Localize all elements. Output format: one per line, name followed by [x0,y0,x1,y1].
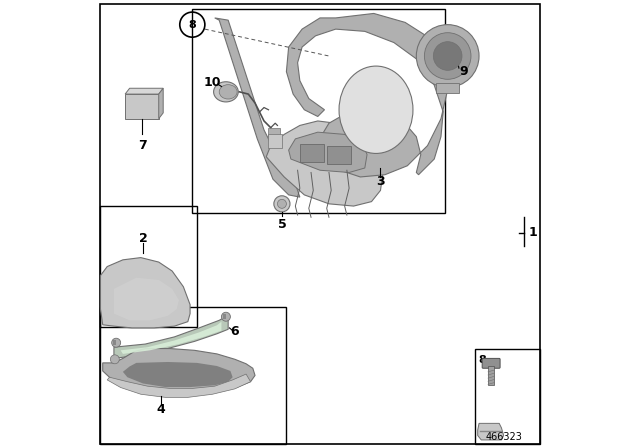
Polygon shape [108,374,251,397]
Polygon shape [125,94,159,119]
Text: 3: 3 [376,175,385,188]
Ellipse shape [214,82,238,102]
Ellipse shape [339,66,413,154]
Text: 2: 2 [139,232,147,245]
Polygon shape [125,88,163,94]
Polygon shape [103,349,255,395]
Polygon shape [114,315,228,358]
Bar [100,307,287,444]
Circle shape [110,355,119,364]
Text: 9: 9 [459,65,468,78]
Bar [192,9,445,213]
Circle shape [112,338,121,347]
Text: 10: 10 [204,76,221,90]
Bar [300,144,324,162]
Ellipse shape [219,85,237,99]
Circle shape [417,25,479,87]
FancyBboxPatch shape [482,358,500,368]
Bar [488,366,494,385]
Polygon shape [159,88,163,119]
Bar [113,340,116,345]
Polygon shape [215,18,300,197]
Circle shape [424,33,471,79]
Bar [100,206,197,327]
Polygon shape [114,278,179,320]
Text: 7: 7 [138,139,147,152]
Polygon shape [477,423,504,440]
Bar [436,83,459,93]
Bar [223,314,226,319]
Bar [269,128,280,137]
Bar [269,134,282,148]
Bar [475,349,540,444]
Circle shape [274,196,290,212]
Text: 466323: 466323 [485,432,522,442]
Polygon shape [287,13,448,177]
Circle shape [278,199,287,208]
Polygon shape [289,132,367,172]
Text: 8: 8 [478,355,486,365]
Text: 4: 4 [157,403,165,417]
Polygon shape [100,258,190,328]
Polygon shape [266,121,383,206]
Text: 1: 1 [529,226,537,240]
Text: 5: 5 [278,218,286,231]
Text: 6: 6 [230,325,239,338]
Polygon shape [123,362,233,387]
Text: 8: 8 [188,20,196,30]
Bar [327,146,351,164]
Circle shape [433,42,462,70]
Polygon shape [121,322,221,354]
Circle shape [221,312,230,321]
